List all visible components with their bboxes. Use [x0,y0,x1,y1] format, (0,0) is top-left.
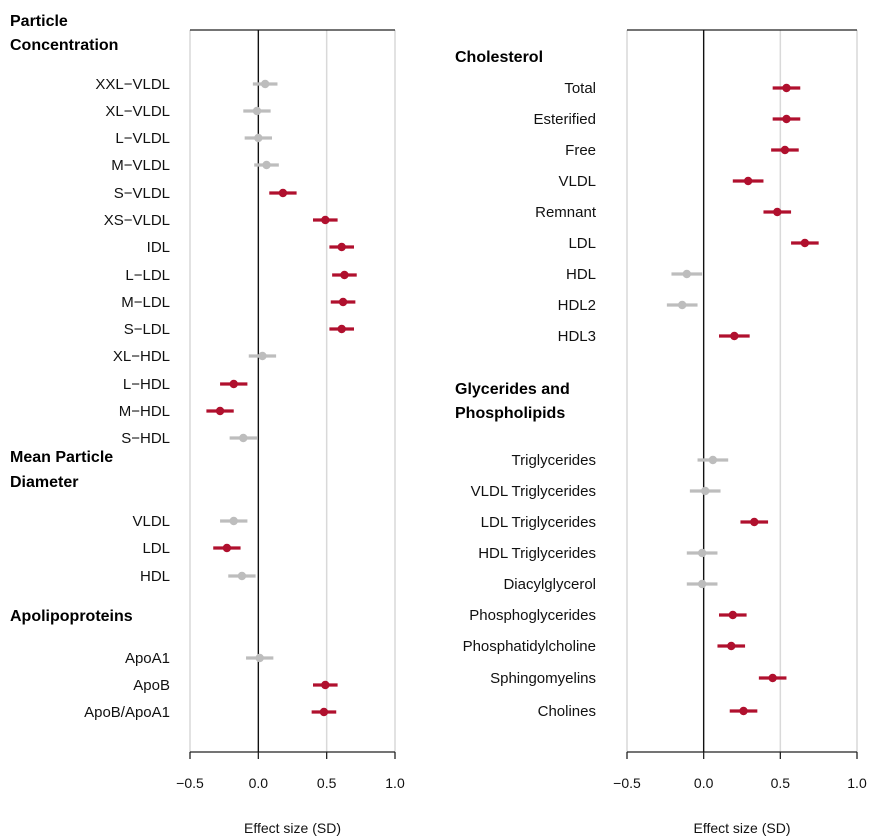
group-title: Diameter [10,474,78,491]
effect-point [782,114,791,124]
row-label: XS−VLDL [104,212,170,229]
row-label: Phosphoglycerides [469,607,596,624]
x-tick-label: −0.5 [613,775,641,791]
row-label: S−LDL [124,321,170,338]
effect-point [262,160,271,170]
x-axis-title: Effect size (SD) [694,820,791,836]
effect-point [773,207,782,217]
row-label: S−VLDL [114,185,170,202]
row-label: L−HDL [123,376,170,393]
group-title: Mean Particle [10,449,113,466]
effect-point [254,133,263,143]
row-label: L−LDL [125,267,170,284]
effect-point [782,83,791,93]
effect-point [678,300,687,310]
effect-point [337,324,346,334]
x-tick-label: −0.5 [176,775,204,791]
effect-point [319,707,329,717]
row-label: Triglycerides [512,452,596,469]
effect-point [229,516,238,526]
effect-point [222,543,232,553]
row-label: S−HDL [121,430,170,447]
row-label: M−HDL [119,403,170,420]
row-label: XL−HDL [113,348,170,365]
row-label: ApoB [133,677,170,694]
effect-point [340,270,349,280]
x-tick-label: 0.0 [694,775,714,791]
row-label: HDL [140,568,170,585]
row-label: Total [564,80,596,97]
effect-point [215,406,225,416]
forest-panel-1: −0.5 0.0 0.5 1.0 Effect size (SD) Particle Con… [10,13,405,836]
group-title: Cholesterol [455,49,543,66]
effect-point [278,188,288,198]
effect-point [255,653,264,663]
row-label: HDL [566,266,596,283]
effect-point [768,673,777,683]
group-title: Phospholipids [455,405,565,422]
row-label: LDL [142,540,170,557]
row-label: M−LDL [121,294,170,311]
effect-point [730,331,739,341]
x-tick-label: 0.5 [317,775,337,791]
x-tick-label: 0.5 [771,775,791,791]
x-tick-label: 0.0 [249,775,269,791]
row-label: M−VLDL [111,157,170,174]
row-label: VLDL [558,173,596,190]
row-label: XL−VLDL [105,103,170,120]
row-label: ApoA1 [125,650,170,667]
effect-point [229,379,238,389]
effect-point [739,706,748,716]
x-axis-title: Effect size (SD) [244,820,341,836]
x-tick-label: 1.0 [847,775,867,791]
row-label: XXL−VLDL [95,76,170,93]
row-label: IDL [147,239,170,256]
row-label: VLDL [132,513,170,530]
forest-panel-2: −0.5 0.0 0.5 1.0 Effect size (SD) Cholesterol… [455,29,867,836]
row-label: Cholines [538,703,596,720]
effect-point [252,106,262,116]
row-label: Free [565,142,596,159]
effect-point [697,579,707,589]
row-label: Diacylglycerol [503,576,596,593]
effect-point [800,238,810,248]
effect-point [239,433,248,443]
effect-point [237,571,247,581]
effect-point [728,610,737,620]
x-tick-label: 1.0 [385,775,405,791]
row-label: L−VLDL [115,130,170,147]
effect-point [682,269,691,279]
effect-point [321,215,330,225]
row-label: Sphingomyelins [490,670,596,687]
effect-point [727,641,736,651]
effect-point [338,297,348,307]
row-label: LDL [568,235,596,252]
row-label: ApoB/ApoA1 [84,704,170,721]
group-title: Apolipoproteins [10,608,133,625]
effect-point [337,242,346,252]
effect-point [743,176,753,186]
effect-point [750,517,759,527]
effect-point [701,486,710,496]
effect-point [697,548,707,558]
row-label: VLDL Triglycerides [471,483,596,500]
row-label: Esterified [533,111,596,128]
row-label: Remnant [535,204,597,221]
row-label: LDL Triglycerides [481,514,596,531]
row-label: Phosphatidylcholine [463,638,596,655]
effect-point [260,79,270,89]
effect-point [258,351,267,361]
effect-point [321,680,330,690]
row-label: HDL Triglycerides [478,545,596,562]
row-label: HDL2 [558,297,596,314]
effect-point [780,145,790,155]
group-title: Glycerides and [455,381,570,398]
effect-point [708,455,718,465]
group-title: Particle [10,13,68,30]
group-title: Concentration [10,37,118,54]
row-label: HDL3 [558,328,596,345]
